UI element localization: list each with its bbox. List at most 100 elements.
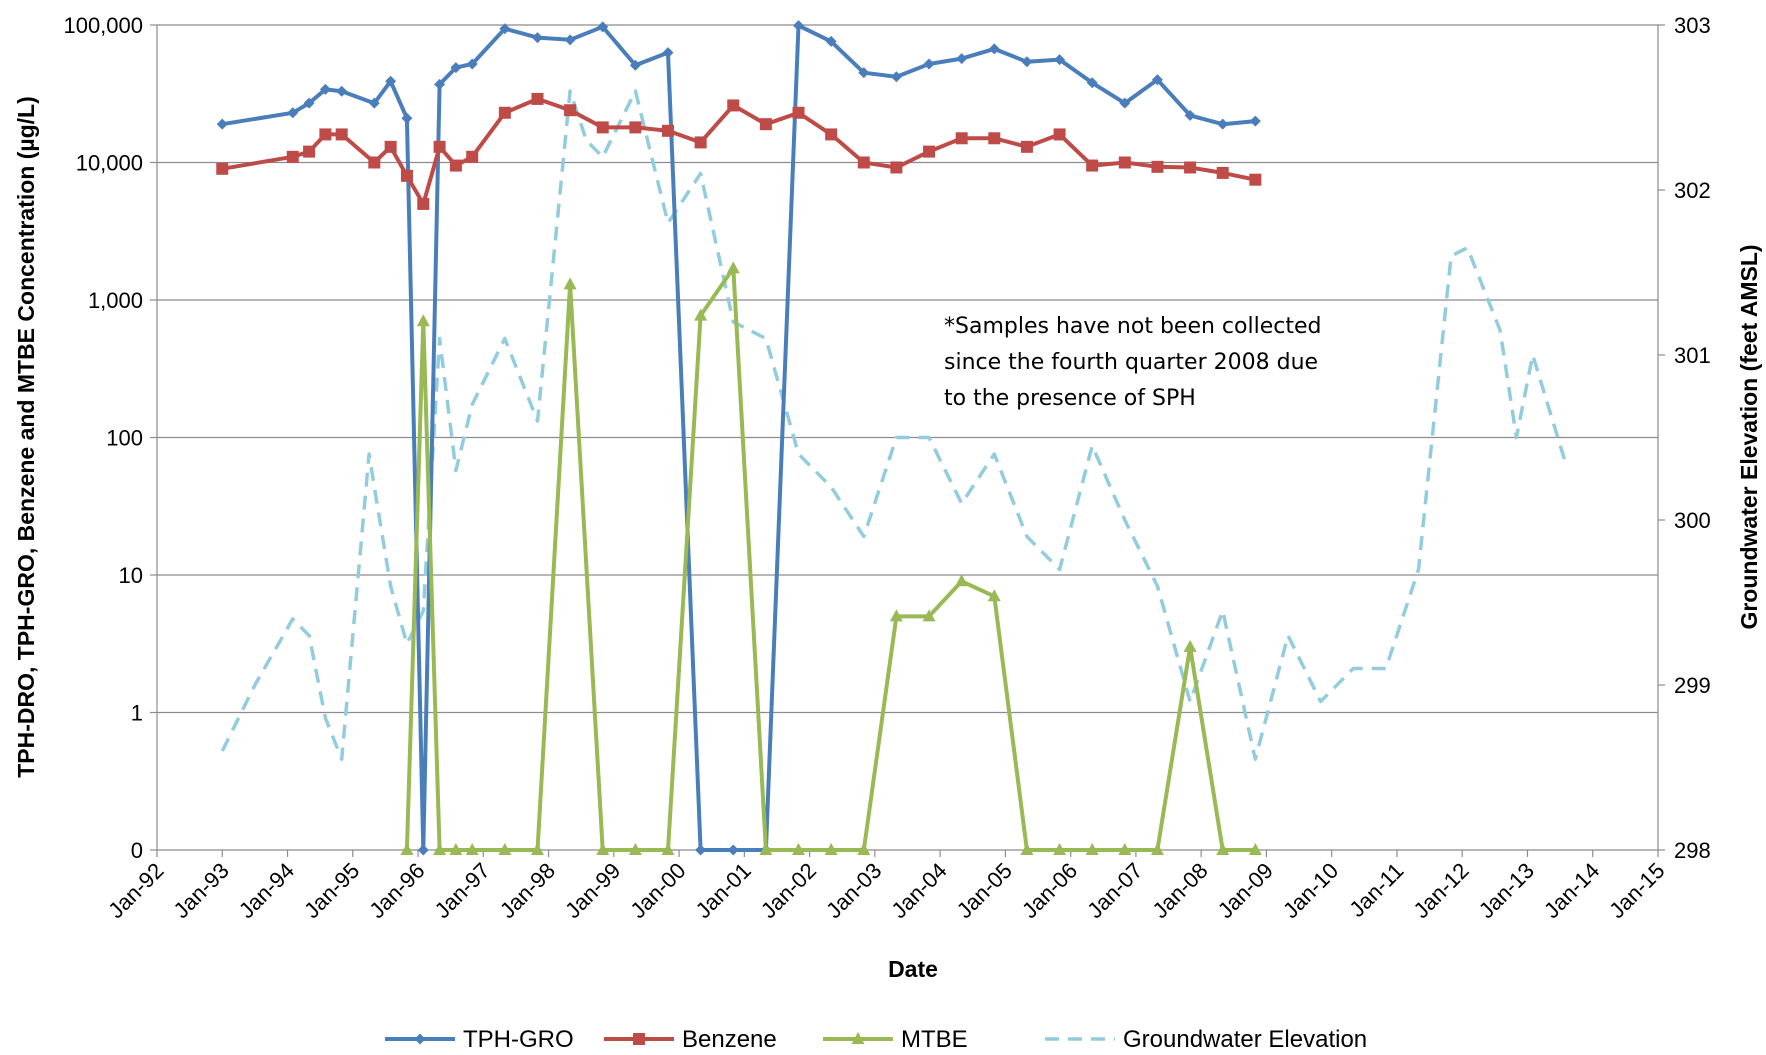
data-point xyxy=(694,136,707,149)
data-point xyxy=(890,71,902,83)
x-tick-label: Jan-05 xyxy=(952,858,1017,923)
data-point xyxy=(216,162,229,175)
data-point xyxy=(923,145,936,158)
legend-item: Groundwater Elevation xyxy=(1045,1026,1367,1053)
data-point xyxy=(955,132,968,145)
axes xyxy=(150,24,1665,857)
data-point xyxy=(1151,160,1164,173)
data-point xyxy=(1217,118,1229,130)
y-left-tick-label: 0 xyxy=(131,838,143,863)
y-left-tick-label: 100,000 xyxy=(63,13,143,38)
x-tick-label: Jan-11 xyxy=(1344,858,1408,922)
data-point xyxy=(1021,56,1033,68)
data-point xyxy=(726,261,740,274)
data-point xyxy=(433,843,447,855)
y-left-tick-label: 10,000 xyxy=(76,151,143,176)
data-point xyxy=(1054,54,1066,66)
x-tick-label: Jan-97 xyxy=(430,858,495,923)
data-point xyxy=(216,118,228,130)
data-point xyxy=(303,97,315,109)
data-point xyxy=(695,844,707,856)
data-point xyxy=(1086,159,1099,172)
annotation-note: *Samples have not been collected since t… xyxy=(944,314,1321,411)
data-point xyxy=(287,107,299,119)
data-point xyxy=(449,159,462,172)
data-point xyxy=(1119,97,1131,109)
data-point xyxy=(1216,843,1230,855)
data-point xyxy=(564,34,576,46)
data-point xyxy=(629,59,641,71)
series-line xyxy=(221,96,1256,206)
data-point xyxy=(988,43,1000,55)
x-tick-label: Jan-98 xyxy=(495,858,560,923)
data-point xyxy=(368,97,380,109)
data-point xyxy=(628,843,642,855)
data-point xyxy=(759,843,773,855)
data-point xyxy=(498,106,511,119)
y-left-tick-label: 1,000 xyxy=(88,288,143,313)
data-point xyxy=(825,35,837,47)
x-tick-label: Jan-13 xyxy=(1474,858,1539,923)
data-point xyxy=(433,140,446,153)
data-point xyxy=(1184,161,1197,174)
data-point xyxy=(401,112,413,124)
data-point xyxy=(597,21,609,33)
x-tick-label: Jan-01 xyxy=(691,858,756,923)
note-line-3: to the presence of SPH xyxy=(944,386,1196,411)
data-point xyxy=(857,843,871,855)
data-point xyxy=(955,574,969,587)
data-point xyxy=(434,78,446,90)
data-point xyxy=(449,843,463,855)
data-point xyxy=(1248,843,1262,855)
data-point xyxy=(531,92,544,105)
data-point xyxy=(824,843,838,855)
data-point xyxy=(450,62,462,74)
data-point xyxy=(466,150,479,163)
x-tick-label: Jan-09 xyxy=(1213,858,1278,923)
data-point xyxy=(759,118,772,131)
data-point xyxy=(988,132,1001,145)
y-left-tick-label: 1 xyxy=(131,701,143,726)
data-point xyxy=(530,843,544,855)
data-point xyxy=(694,308,708,321)
data-point xyxy=(1150,843,1164,855)
x-axis-title: Date xyxy=(888,956,938,982)
series-layer xyxy=(216,20,1567,856)
data-point xyxy=(923,58,935,70)
data-point xyxy=(987,589,1001,602)
y-right-tick-label: 300 xyxy=(1674,508,1711,533)
data-point xyxy=(417,844,429,856)
data-point xyxy=(1053,128,1066,141)
x-tick-label: Jan-93 xyxy=(169,858,234,923)
series-benzene xyxy=(216,92,1262,210)
data-point xyxy=(596,843,610,855)
data-point xyxy=(727,99,740,112)
y-right-tick-label: 303 xyxy=(1674,13,1711,38)
data-point xyxy=(662,47,674,59)
data-point xyxy=(335,128,348,141)
data-point xyxy=(417,197,430,210)
legend-label: Groundwater Elevation xyxy=(1123,1026,1367,1053)
series-line xyxy=(221,23,1256,852)
y-right-tick-label: 301 xyxy=(1674,343,1711,368)
data-point xyxy=(1086,77,1098,89)
legend-item: TPH-GRO xyxy=(385,1026,574,1053)
grid-lines xyxy=(157,24,1658,714)
x-tick-label: Jan-15 xyxy=(1604,858,1669,923)
x-tick-label: Jan-99 xyxy=(560,858,625,923)
data-point xyxy=(1216,166,1229,179)
data-point xyxy=(385,75,397,87)
data-point xyxy=(1020,843,1034,855)
y-right-tick-label: 298 xyxy=(1674,838,1711,863)
data-point xyxy=(596,121,609,134)
data-point xyxy=(857,156,870,169)
data-point xyxy=(400,169,413,182)
series-groundwater-elevation xyxy=(220,89,1567,761)
data-point xyxy=(336,85,348,97)
data-point xyxy=(1020,140,1033,153)
x-tick-label: Jan-95 xyxy=(299,858,364,923)
data-point xyxy=(563,277,577,290)
series-mtbe xyxy=(400,261,1262,855)
y-axis-left-title: TPH-DRO, TPH-GRO, Benzene and MTBE Conce… xyxy=(13,96,39,778)
